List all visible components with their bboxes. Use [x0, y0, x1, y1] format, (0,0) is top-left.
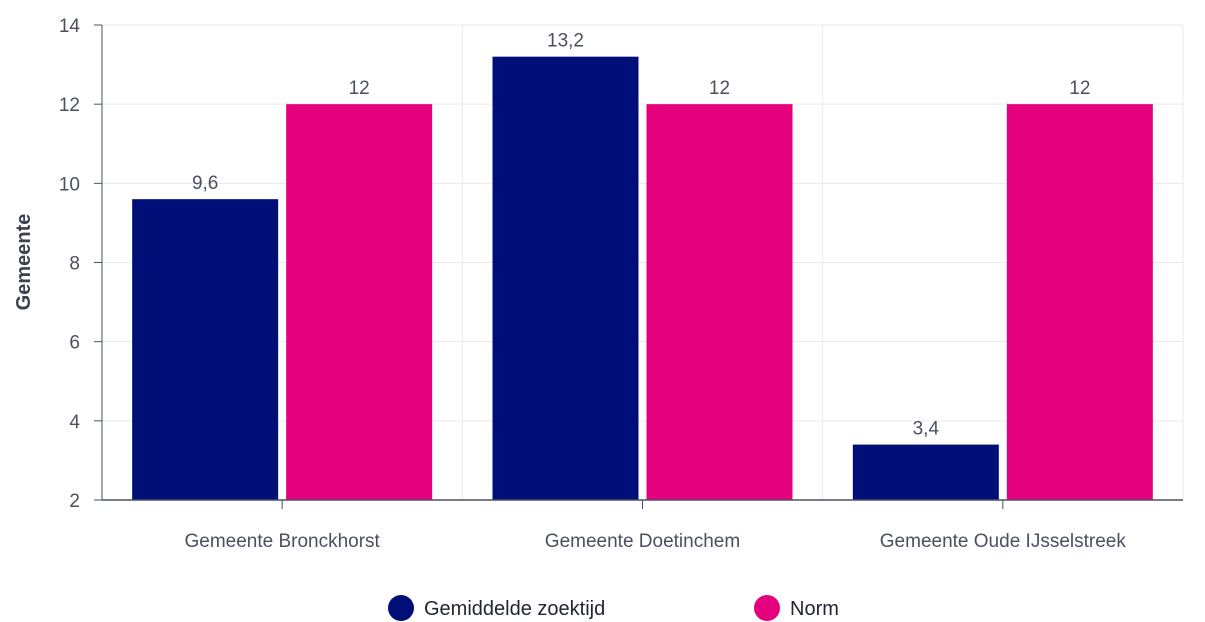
data-label: 13,2: [547, 31, 584, 52]
legend-marker-icon: [754, 595, 780, 621]
data-label: 12: [349, 78, 370, 99]
y-tick-label: 4: [69, 412, 80, 433]
bar-gemiddelde-zoektijd[interactable]: [852, 444, 999, 500]
bar-norm[interactable]: [646, 104, 793, 501]
x-tick-label: Gemeente Oude IJsselstreek: [880, 531, 1127, 552]
y-tick-label: 6: [69, 333, 80, 354]
legend-label: Gemiddelde zoektijd: [424, 598, 605, 620]
legend-marker-icon: [388, 595, 414, 621]
data-label: 3,4: [913, 419, 940, 440]
bars-layer: 9,6 12 13,2 12 3,4 12: [132, 31, 1153, 501]
legend-item-norm[interactable]: Norm: [754, 595, 839, 621]
bar-gemiddelde-zoektijd[interactable]: [492, 56, 639, 501]
y-tick-label: 12: [59, 95, 80, 116]
legend-item-gemiddelde-zoektijd[interactable]: Gemiddelde zoektijd: [388, 595, 605, 621]
grid-layer: [101, 24, 1184, 500]
legend-label: Norm: [790, 598, 839, 620]
x-tick-label: Gemeente Bronckhorst: [184, 531, 380, 552]
data-label: 12: [1069, 78, 1090, 99]
bar-norm[interactable]: [286, 104, 433, 501]
y-tick-label: 10: [59, 174, 80, 195]
data-label: 9,6: [192, 173, 218, 194]
y-axis-title: Gemeente: [13, 214, 35, 311]
legend[interactable]: Gemiddelde zoektijd Norm: [388, 595, 839, 621]
y-tick-label: 8: [69, 254, 80, 275]
y-tick-label: 14: [59, 16, 81, 37]
bar-norm[interactable]: [1006, 104, 1153, 501]
data-label: 12: [709, 78, 730, 99]
y-tick-label: 2: [69, 491, 80, 512]
x-tick-label: Gemeente Doetinchem: [545, 531, 740, 552]
axis-layer: 2 4 6 8 10 12 14 Gemeente Bronckhorst Gemeente D…: [59, 16, 1183, 552]
bar-gemiddelde-zoektijd[interactable]: [132, 199, 279, 500]
